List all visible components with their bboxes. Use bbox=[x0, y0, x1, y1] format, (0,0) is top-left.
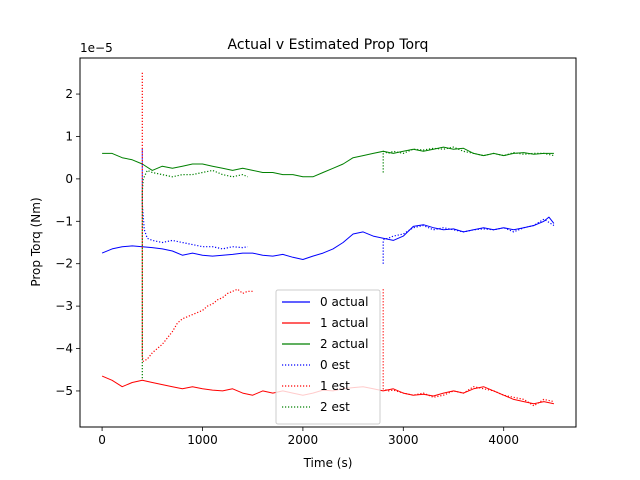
y-tick-label: −4 bbox=[55, 342, 73, 356]
series-line-1-est-0 bbox=[141, 72, 253, 362]
legend-label-2-actual: 2 actual bbox=[320, 337, 368, 351]
y-tick-label: −5 bbox=[55, 384, 73, 398]
legend-label-2-est: 2 est bbox=[320, 400, 350, 414]
series-line-0-est-1 bbox=[382, 218, 555, 264]
series-line-0-actual bbox=[101, 216, 555, 260]
legend-label-1-est: 1 est bbox=[320, 379, 350, 393]
y-tick-label: −1 bbox=[55, 214, 73, 228]
series-line-1-est-1 bbox=[382, 289, 555, 407]
y-scale-label: 1e−5 bbox=[80, 41, 113, 55]
x-axis: 0 1000 2000 3000 4000 bbox=[98, 427, 519, 447]
y-tick-label: −2 bbox=[55, 257, 73, 271]
chart-title: Actual v Estimated Prop Torq bbox=[228, 37, 429, 53]
series-line-2-est-1 bbox=[382, 146, 555, 173]
y-tick-label: 1 bbox=[65, 129, 73, 143]
y-tick-label: −3 bbox=[55, 299, 73, 313]
y-tick-label: 0 bbox=[65, 172, 73, 186]
x-tick-label: 3000 bbox=[388, 433, 419, 447]
series-line-2-actual bbox=[102, 146, 554, 178]
x-tick-label: 2000 bbox=[288, 433, 319, 447]
legend-label-1-actual: 1 actual bbox=[320, 316, 368, 330]
y-axis: −5 −4 −3 −2 −1 0 1 2 bbox=[55, 87, 80, 398]
x-tick-label: 0 bbox=[98, 433, 106, 447]
x-axis-label: Time (s) bbox=[303, 456, 353, 470]
plot-frame bbox=[79, 57, 577, 428]
legend-label-0-est: 0 est bbox=[320, 358, 350, 372]
x-tick-label: 4000 bbox=[488, 433, 519, 447]
plot-lines bbox=[101, 72, 555, 407]
y-tick-label: 2 bbox=[65, 87, 73, 101]
series-line-0-est-0 bbox=[141, 149, 248, 250]
series-line-2-est-0 bbox=[141, 169, 248, 379]
legend-label-0-actual: 0 actual bbox=[320, 295, 368, 309]
y-axis-label: Prop Torq (Nm) bbox=[29, 197, 43, 286]
x-tick-label: 1000 bbox=[187, 433, 218, 447]
legend: 0 actual 1 actual 2 actual 0 est 1 est 2 est bbox=[275, 289, 381, 425]
